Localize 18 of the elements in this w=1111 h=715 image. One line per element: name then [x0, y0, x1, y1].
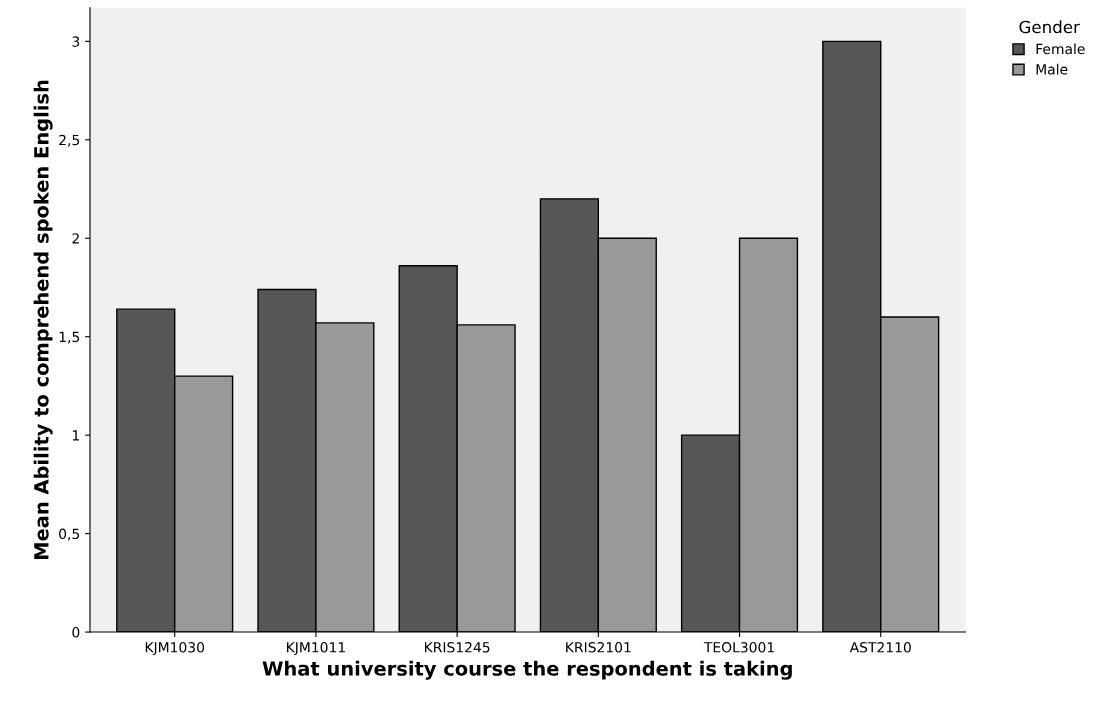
x-tick-label: TEOL3001: [703, 642, 774, 653]
legend-label: Female: [1036, 43, 1085, 55]
x-axis-title: What university course the respondent is taking: [262, 660, 792, 680]
y-tick-label: 2: [72, 233, 79, 244]
y-tick-label: 1: [72, 430, 79, 441]
y-tick-label: 3: [72, 36, 80, 47]
y-axis-title: Mean Ability to comprehend spoken English: [33, 80, 53, 559]
x-tick-label: KJM1030: [145, 642, 205, 656]
legend-label: Male: [1036, 63, 1068, 75]
legend-title: Gender: [1019, 20, 1080, 34]
y-tick-label: 0: [72, 627, 80, 638]
x-tick-label: KJM1011: [287, 642, 345, 656]
y-tick-label: 2,5: [59, 134, 80, 147]
x-tick-label: AST2110: [849, 642, 911, 653]
x-tick-label: KRIS1245: [424, 642, 490, 653]
y-tick-label: 1,5: [59, 331, 80, 344]
y-tick-label: 0,5: [59, 528, 80, 541]
x-tick-label: KRIS2101: [566, 642, 631, 653]
